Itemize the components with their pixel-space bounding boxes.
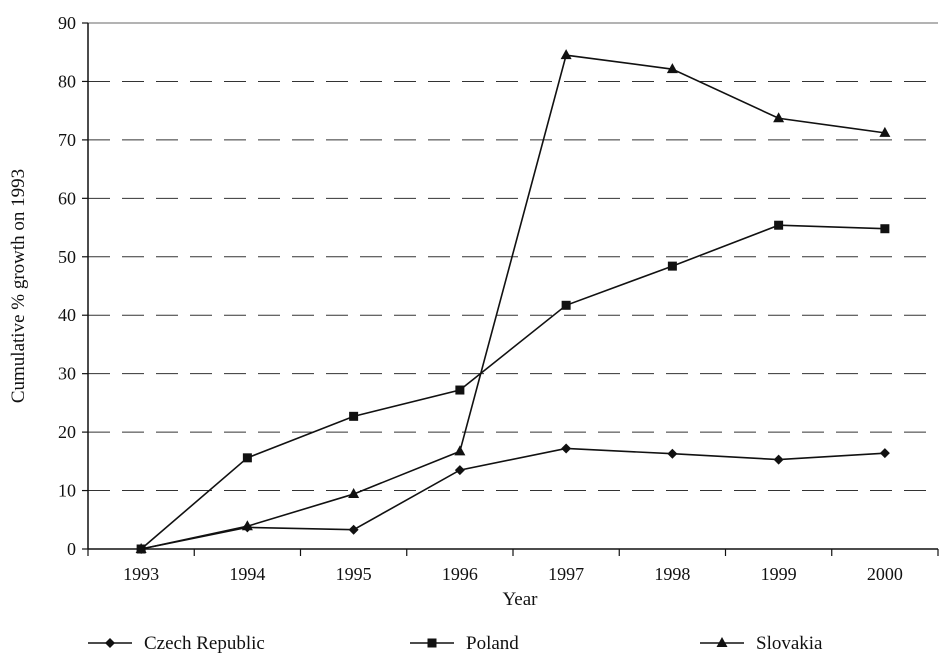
y-tick-label: 40 (58, 305, 76, 325)
axes-layer: 0 10 20 30 40 50 60 70 80 90 1993 1994 1995 1996 1997 1… (58, 13, 939, 584)
data-point-slovakia (879, 126, 891, 137)
x-tick-label: 1997 (548, 564, 584, 584)
data-point-czech-republic (879, 448, 890, 459)
data-point-czech-republic (561, 443, 572, 454)
legend-item-poland: Poland (410, 633, 519, 654)
y-tick-label: 60 (58, 188, 76, 208)
legend-label-poland: Poland (466, 633, 519, 654)
legend-label-czech-republic: Czech Republic (144, 633, 265, 654)
data-point-slovakia (773, 112, 785, 123)
data-point-czech-republic (348, 524, 359, 535)
y-axis-label: Cumulative % growth on 1993 (8, 169, 29, 403)
legend: Czech Republic Poland Slovakia (88, 633, 823, 654)
y-tick-label: 10 (58, 481, 76, 501)
x-tick-label: 1995 (336, 564, 372, 584)
x-tick-label: 2000 (867, 564, 903, 584)
y-tick-label: 80 (58, 71, 76, 91)
x-tick-label: 1998 (654, 564, 690, 584)
legend-item-slovakia: Slovakia (700, 633, 823, 654)
data-point-poland (667, 261, 677, 271)
legend-label-slovakia: Slovakia (756, 633, 823, 654)
y-tick-label: 30 (58, 364, 76, 384)
data-point-poland (455, 385, 465, 395)
y-tick-label: 50 (58, 247, 76, 267)
data-point-czech-republic (667, 448, 678, 459)
data-point-poland (774, 220, 784, 230)
data-point-poland (242, 453, 252, 463)
series-poland (136, 220, 890, 554)
series-line-poland (140, 224, 885, 550)
y-tick-label: 0 (67, 539, 76, 559)
grid-layer (88, 22, 938, 492)
data-point-slovakia (135, 543, 147, 553)
y-tick-label: 70 (58, 130, 76, 150)
y-tick-label: 20 (58, 422, 76, 442)
data-point-poland (880, 224, 890, 234)
legend-item-czech-republic: Czech Republic (88, 633, 265, 654)
series-layer (135, 49, 891, 554)
data-point-poland (561, 300, 571, 310)
series-line-slovakia (140, 54, 885, 550)
y-tick-label: 90 (58, 13, 76, 33)
legend-marker-czech-republic (105, 638, 115, 648)
legend-marker-slovakia (716, 637, 728, 647)
data-point-slovakia (348, 488, 360, 499)
data-point-czech-republic (773, 454, 784, 465)
legend-marker-poland (427, 638, 437, 648)
data-point-slovakia (560, 49, 572, 60)
series-slovakia (135, 49, 891, 553)
x-tick-label: 1999 (761, 564, 797, 584)
data-point-czech-republic (454, 465, 465, 476)
x-tick-label: 1993 (123, 564, 159, 584)
data-point-slovakia (666, 63, 678, 74)
x-axis-label: Year (502, 589, 538, 610)
series-line-czech-republic (140, 447, 885, 550)
data-point-slovakia (241, 520, 253, 531)
data-point-poland (349, 411, 359, 421)
x-tick-label: 1996 (442, 564, 478, 584)
data-point-slovakia (454, 445, 466, 456)
x-tick-label: 1994 (229, 564, 265, 584)
